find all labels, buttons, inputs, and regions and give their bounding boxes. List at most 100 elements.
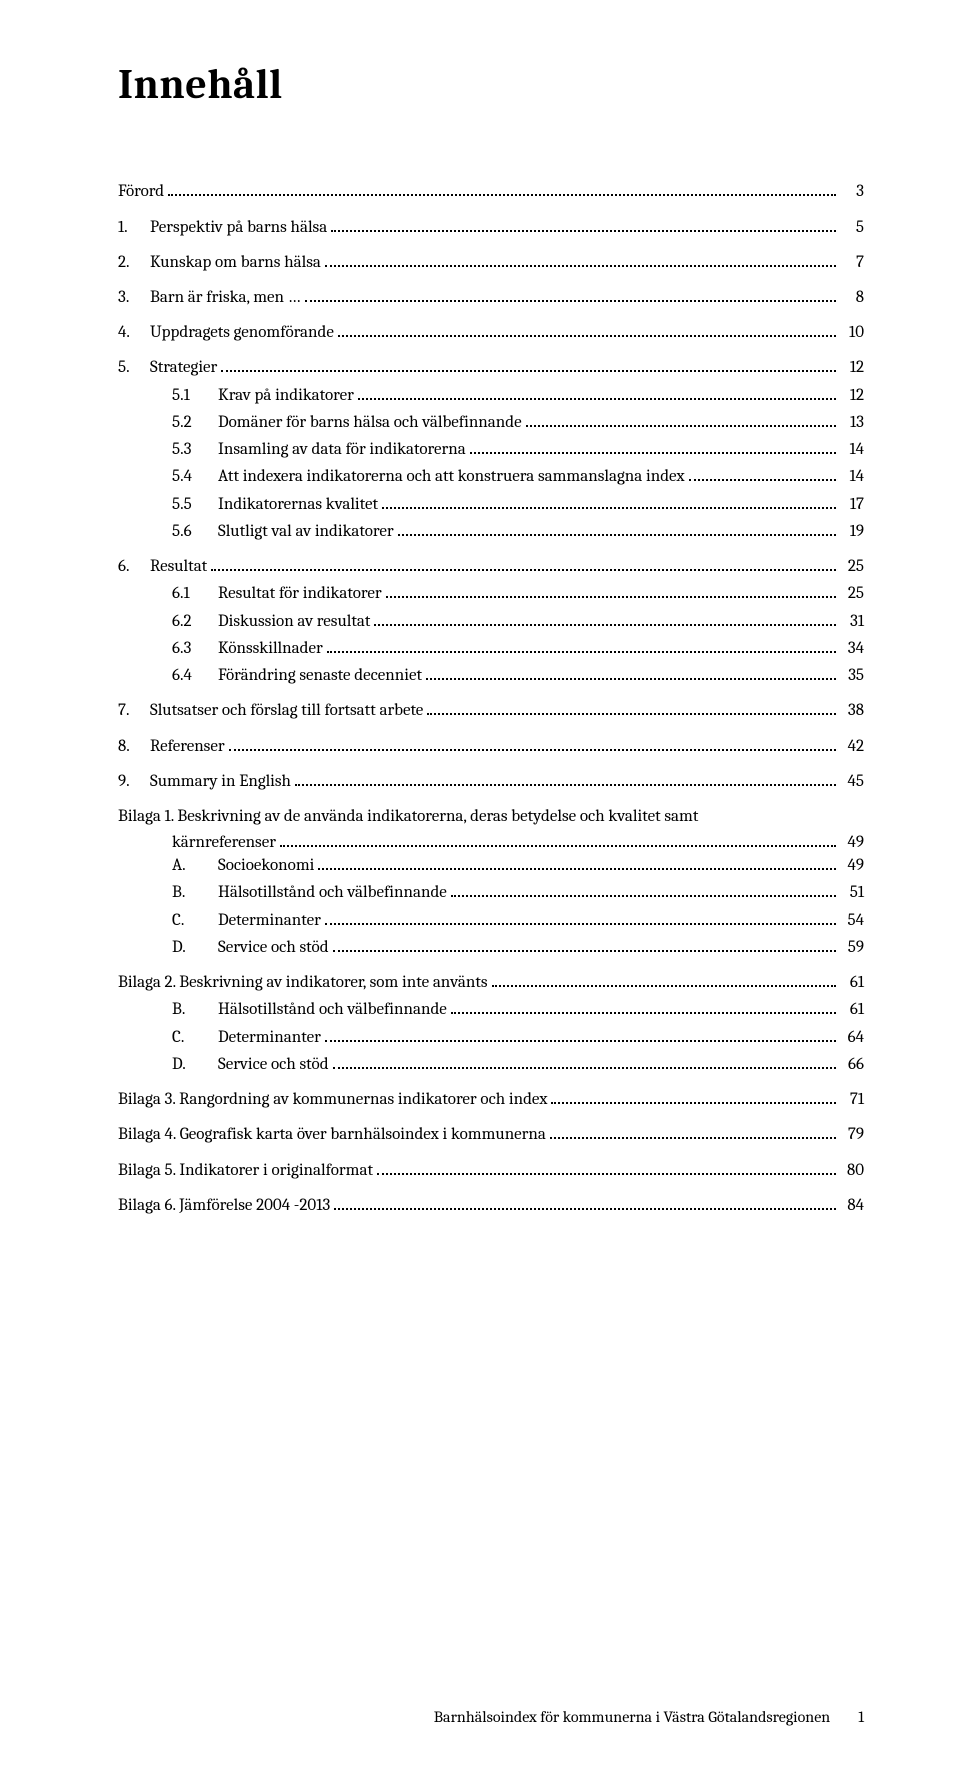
toc-letter: C.	[172, 1027, 218, 1050]
page: Innehåll Förord31.Perspektiv på barns hä…	[0, 0, 960, 1776]
toc-entry: 6.1Resultat för indikatorer25	[118, 583, 864, 606]
toc-leader	[168, 181, 836, 196]
toc-entry-label: 5.6Slutligt val av indikatorer	[118, 521, 394, 544]
toc-entry-label: 6.1Resultat för indikatorer	[118, 583, 382, 606]
page-footer: Barnhälsoindex för kommunerna i Västra G…	[118, 1708, 864, 1726]
toc-text: Diskussion av resultat	[218, 612, 370, 631]
toc-entry-label: 5.3Insamling av data för indikatorerna	[118, 439, 466, 462]
toc-entry-label: 6.2Diskussion av resultat	[118, 611, 370, 634]
toc-leader	[280, 832, 836, 847]
toc-leader	[358, 384, 836, 399]
toc-text: Hälsotillstånd och välbefinnande	[218, 1000, 447, 1019]
toc-entry: Bilaga 6. Jämförelse 2004 -201384	[118, 1194, 864, 1217]
toc-number: 3.	[118, 287, 150, 310]
toc-entry-label: 8.Referenser	[118, 736, 225, 759]
toc-entry-label: Bilaga 5. Indikatorer i originalformat	[118, 1160, 373, 1183]
content-area: Innehåll Förord31.Perspektiv på barns hä…	[118, 60, 864, 1668]
toc-leader	[325, 909, 836, 924]
toc-text: Socioekonomi	[218, 856, 314, 875]
toc-entry-label: 3.Barn är friska, men …	[118, 287, 301, 310]
toc-letter: B.	[172, 999, 218, 1022]
toc-leader	[398, 521, 836, 536]
toc-letter: C.	[172, 910, 218, 933]
toc-entry-label: B.Hälsotillstånd och välbefinnande	[118, 999, 447, 1022]
toc-leader	[338, 322, 836, 337]
toc-entry-label: Bilaga 3. Rangordning av kommunernas ind…	[118, 1089, 547, 1112]
toc-number: 4.	[118, 322, 150, 345]
toc-leader	[382, 493, 836, 508]
toc-entry: Bilaga 2. Beskrivning av indikatorer, so…	[118, 972, 864, 995]
toc-entry-label: D.Service och stöd	[118, 1054, 329, 1077]
footer-text: Barnhälsoindex för kommunerna i Västra G…	[434, 1708, 830, 1726]
toc-page-number: 14	[840, 466, 864, 489]
toc-text: Referenser	[150, 737, 225, 756]
toc-leader	[386, 583, 836, 598]
toc-entry: 1.Perspektiv på barns hälsa5	[118, 216, 864, 239]
toc-number: 6.4	[172, 665, 218, 688]
toc-number: 5.	[118, 357, 150, 380]
toc-leader	[470, 439, 836, 454]
toc-text: Slutligt val av indikatorer	[218, 522, 394, 541]
toc-text: Förord	[118, 182, 164, 201]
toc-number: 7.	[118, 700, 150, 723]
toc-entry: Bilaga 3. Rangordning av kommunernas ind…	[118, 1089, 864, 1112]
toc-entry-label: D.Service och stöd	[118, 937, 329, 960]
toc-entry-label: 6.Resultat	[118, 556, 207, 579]
toc-page-number: 79	[840, 1124, 864, 1147]
toc-leader	[374, 610, 836, 625]
toc-leader	[526, 412, 836, 427]
toc-entry: A.Socioekonomi49	[118, 855, 864, 878]
toc-text: Perspektiv på barns hälsa	[150, 218, 327, 237]
toc-entry: 5.1Krav på indikatorer12	[118, 384, 864, 407]
toc-leader	[325, 251, 836, 266]
toc-entry-label: kärnreferenser	[118, 832, 276, 855]
toc-page-number: 35	[840, 665, 864, 688]
toc-number: 2.	[118, 252, 150, 275]
toc-text: Summary in English	[150, 772, 291, 791]
toc-entry-label: Bilaga 1. Beskrivning av de använda indi…	[118, 806, 864, 829]
toc-page-number: 38	[840, 700, 864, 723]
toc-text: Service och stöd	[218, 1055, 329, 1074]
toc-page-number: 49	[840, 855, 864, 878]
toc-text: Resultat	[150, 557, 207, 576]
toc-leader	[221, 357, 836, 372]
page-title: Innehåll	[118, 60, 864, 109]
toc-leader	[333, 1054, 836, 1069]
toc-entry: 6.2Diskussion av resultat31	[118, 610, 864, 633]
toc-text: Determinanter	[218, 1028, 321, 1047]
toc-page-number: 19	[840, 521, 864, 544]
toc-number: 5.3	[172, 439, 218, 462]
toc-text: Strategier	[150, 358, 217, 377]
toc-entry: C.Determinanter54	[118, 909, 864, 932]
toc-entry-label: Bilaga 2. Beskrivning av indikatorer, so…	[118, 972, 488, 995]
toc-text: Bilaga 5. Indikatorer i originalformat	[118, 1161, 373, 1180]
toc-entry-label: 1.Perspektiv på barns hälsa	[118, 217, 327, 240]
toc-entry: C.Determinanter64	[118, 1026, 864, 1049]
toc-letter: D.	[172, 937, 218, 960]
toc-leader	[334, 1194, 836, 1209]
toc-number: 9.	[118, 771, 150, 794]
toc-entry: Bilaga 5. Indikatorer i originalformat80	[118, 1159, 864, 1182]
toc-text: Bilaga 2. Beskrivning av indikatorer, so…	[118, 973, 488, 992]
toc-text: Resultat för indikatorer	[218, 584, 382, 603]
toc-page-number: 59	[840, 937, 864, 960]
toc-letter: B.	[172, 882, 218, 905]
toc-text: Bilaga 6. Jämförelse 2004 -2013	[118, 1196, 330, 1215]
toc-leader	[229, 735, 836, 750]
toc-letter: D.	[172, 1054, 218, 1077]
toc-entry: B.Hälsotillstånd och välbefinnande61	[118, 999, 864, 1022]
toc-number: 8.	[118, 736, 150, 759]
toc-leader	[333, 937, 836, 952]
toc-entry-label: C.Determinanter	[118, 1027, 321, 1050]
toc-page-number: 13	[840, 412, 864, 435]
toc-entry: 7.Slutsatser och förslag till fortsatt a…	[118, 700, 864, 723]
toc-entry: 5.6Slutligt val av indikatorer 19	[118, 521, 864, 544]
toc-page-number: 12	[840, 385, 864, 408]
toc-entry-label: Förord	[118, 181, 164, 204]
toc-entry: D.Service och stöd 59	[118, 937, 864, 960]
toc-page-number: 49	[840, 832, 864, 855]
toc-text: Bilaga 4. Geografisk karta över barnhäls…	[118, 1125, 546, 1144]
toc-page-number: 17	[840, 494, 864, 517]
toc-entry: 9.Summary in English45	[118, 770, 864, 793]
toc-entry: 5.5Indikatorernas kvalitet17	[118, 493, 864, 516]
